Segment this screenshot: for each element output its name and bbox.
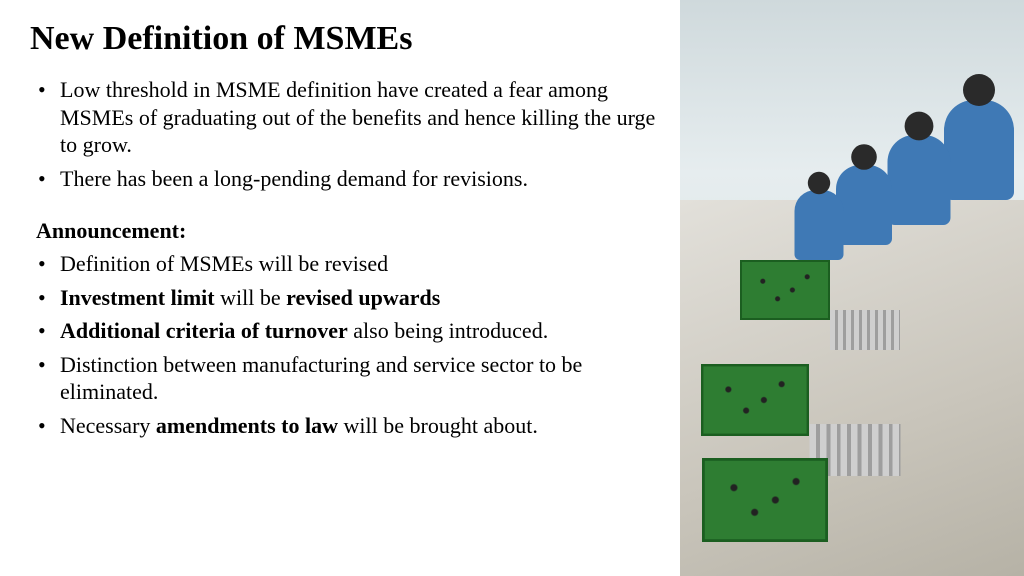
- bold-text: Additional criteria of turnover: [60, 318, 348, 343]
- plain-text: will be: [215, 285, 287, 310]
- pcb-board: [701, 364, 809, 436]
- intro-bullet: Low threshold in MSME definition have cr…: [38, 76, 660, 159]
- intro-bullet: There has been a long-pending demand for…: [38, 165, 660, 193]
- bold-text: revised upwards: [286, 285, 440, 310]
- worker-figure: [795, 190, 844, 260]
- announcement-bullet: Definition of MSMEs will be revised: [38, 250, 660, 278]
- announcement-bullet: Additional criteria of turnover also bei…: [38, 317, 660, 345]
- bold-text: amendments to law: [156, 413, 338, 438]
- slide-image: [680, 0, 1024, 576]
- heatsink: [830, 310, 900, 350]
- plain-text: will be brought about.: [338, 413, 538, 438]
- worker-head: [905, 112, 934, 141]
- worker-figure: [836, 165, 892, 245]
- announcement-bullet: Distinction between manufacturing and se…: [38, 351, 660, 406]
- worker-head: [851, 144, 877, 170]
- announcement-bullet: Investment limit will be revised upwards: [38, 284, 660, 312]
- plain-text: also being introduced.: [348, 318, 548, 343]
- slide-content: New Definition of MSMEs Low threshold in…: [0, 0, 680, 576]
- subheading: Announcement:: [30, 218, 660, 244]
- worker-figure: [944, 100, 1014, 200]
- pcb-board: [702, 458, 828, 542]
- intro-bullet-list: Low threshold in MSME definition have cr…: [30, 76, 660, 192]
- announcement-bullet-list: Definition of MSMEs will be revised Inve…: [30, 250, 660, 439]
- slide-title: New Definition of MSMEs: [30, 20, 660, 58]
- worker-figure: [888, 135, 951, 225]
- worker-head: [808, 172, 830, 194]
- bold-text: Investment limit: [60, 285, 215, 310]
- announcement-bullet: Necessary amendments to law will be brou…: [38, 412, 660, 440]
- plain-text: Necessary: [60, 413, 156, 438]
- pcb-board: [740, 260, 830, 320]
- worker-head: [963, 74, 995, 106]
